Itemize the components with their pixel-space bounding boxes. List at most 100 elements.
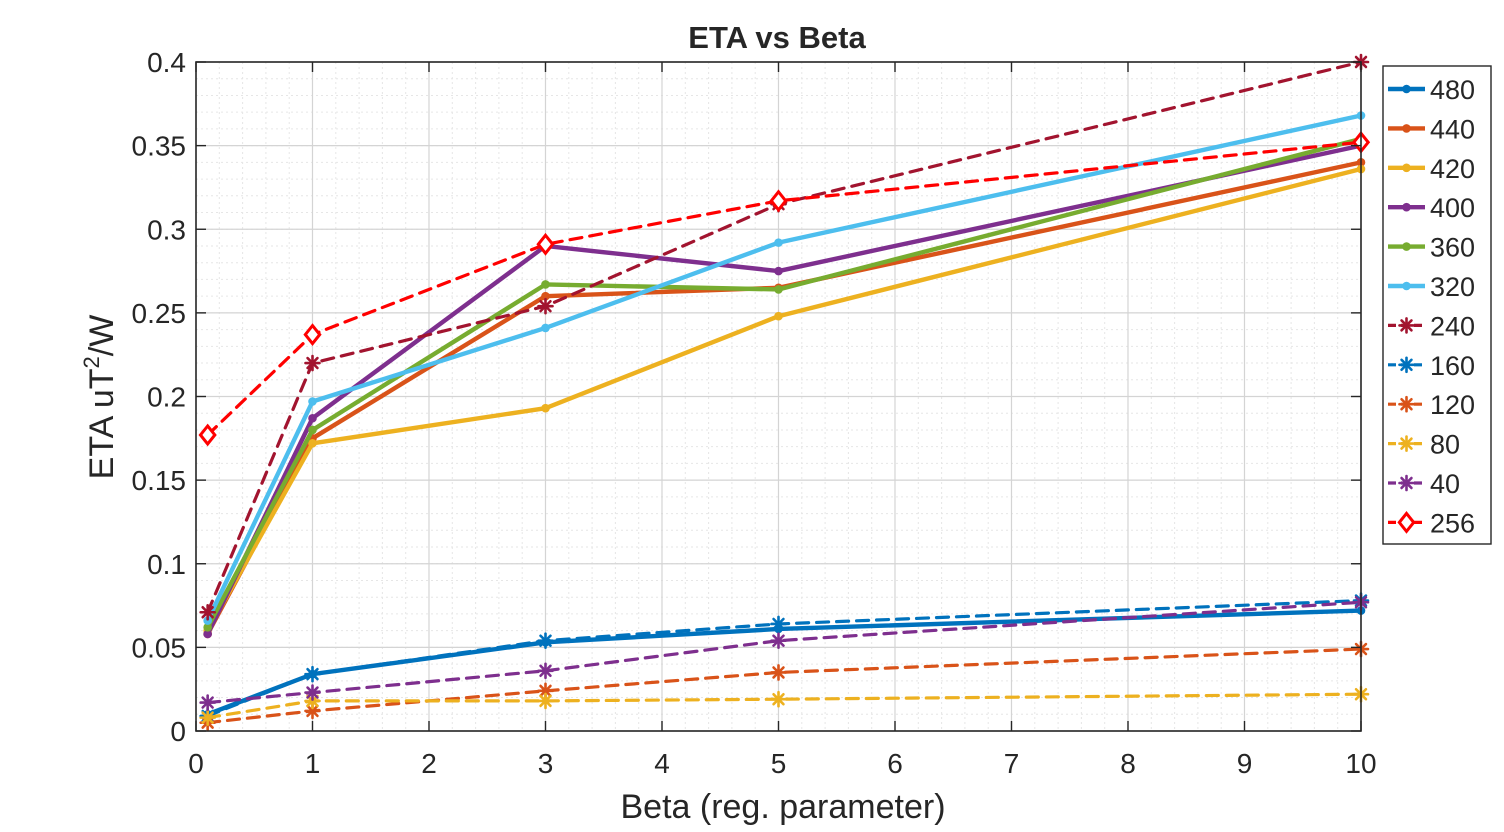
x-tick-label: 9 [1237,748,1253,779]
legend-label: 256 [1430,508,1475,538]
legend-item: 40 [1388,469,1460,499]
legend-label: 400 [1430,193,1475,223]
legend-label: 160 [1430,351,1475,381]
x-tick-label: 0 [188,748,204,779]
x-tick-label: 10 [1345,748,1376,779]
y-tick-label: 0.3 [147,214,186,245]
data-point [1402,202,1411,212]
data-point [770,615,787,633]
data-point [770,632,787,649]
series-line-256 [206,140,1363,437]
data-point [198,423,217,447]
y-tick-label: 0.2 [147,382,186,413]
x-tick-label: 4 [654,748,670,779]
data-point [536,232,555,256]
series-120 [199,640,1370,731]
data-point [537,297,554,315]
data-point [303,323,322,347]
legend-label: 420 [1430,154,1475,184]
y-tick-label: 0.05 [132,632,187,663]
legend-label: 120 [1430,390,1475,420]
data-point [770,664,787,681]
data-point [537,662,554,680]
legend-item: 420 [1388,154,1475,184]
x-axis-label: Beta (reg. parameter) [620,788,945,826]
data-point [1402,281,1411,291]
data-point [541,280,550,289]
y-axis-label-tail: /W [83,315,121,357]
y-tick-label: 0.35 [132,131,187,162]
data-point [769,189,788,213]
series-80 [199,685,1370,726]
data-point [770,690,787,708]
legend-item: 256 [1388,508,1475,538]
legend-box [1382,65,1492,545]
grid [195,61,1362,732]
legend-label: 240 [1430,311,1475,341]
legend-label: 440 [1430,114,1475,144]
series-320 [203,111,1366,625]
data-point [304,684,321,701]
legend-item: 400 [1388,193,1475,223]
series-40 [199,593,1370,711]
data-point [774,311,783,321]
data-point [1398,395,1415,413]
x-tick-label: 1 [305,748,321,779]
data-point [199,603,216,621]
series-group [198,53,1371,731]
legend-item: 480 [1388,75,1475,105]
data-point [199,694,216,711]
x-tick-label: 2 [421,748,437,779]
data-point [308,397,317,406]
data-point [1402,163,1411,173]
legend-item: 160 [1388,351,1475,381]
data-point [304,354,321,372]
data-point [308,425,317,435]
axes: 0 1 2 3 4 5 6 7 8 9 10 0 0.05 0.1 0.15 0.2 0.25 0.3 0.35 0.… [132,47,1377,779]
data-point [537,682,554,700]
x-tick-label: 7 [1004,748,1020,779]
data-point [308,439,317,448]
data-point [1397,510,1416,534]
y-tick-label: 0.15 [132,465,187,496]
y-tick-label: 0.1 [147,549,186,580]
data-point [541,403,550,413]
legend: 480 440 420 400 360 320 240 160 120 80 40 256 [1382,65,1492,545]
legend-label: 320 [1430,272,1475,302]
y-axis-label-superscript: 2 [79,356,104,368]
y-axis-label-main: ETA uT [83,368,121,479]
y-tick-label: 0.4 [147,47,186,78]
data-point [1402,84,1411,94]
data-point [774,266,783,276]
data-point [537,632,554,649]
data-point [537,692,554,710]
y-tick-label: 0.25 [132,298,187,329]
data-point [1398,435,1415,452]
chart-title: ETA vs Beta [688,20,866,55]
x-tick-label: 8 [1120,748,1136,779]
legend-item: 360 [1388,233,1475,263]
legend-item: 440 [1388,114,1475,144]
data-point [774,285,783,294]
legend-item: 120 [1388,390,1475,420]
data-point [1398,356,1415,374]
y-tick-label: 0 [170,716,186,747]
legend-label: 480 [1430,75,1475,105]
data-point [308,413,317,423]
data-point [541,323,550,333]
x-tick-label: 6 [887,748,903,779]
x-tick-label: 3 [538,748,554,779]
y-axis-label: ETA uT2/W [79,315,121,480]
data-point [1398,317,1415,334]
data-point [304,665,321,683]
legend-label: 40 [1430,469,1460,499]
data-point [199,709,216,726]
legend-label: 360 [1430,233,1475,263]
data-point [774,238,783,247]
x-tick-label: 5 [771,748,787,779]
data-point [1402,124,1411,133]
data-point [1402,242,1411,251]
legend-item: 320 [1388,272,1475,302]
